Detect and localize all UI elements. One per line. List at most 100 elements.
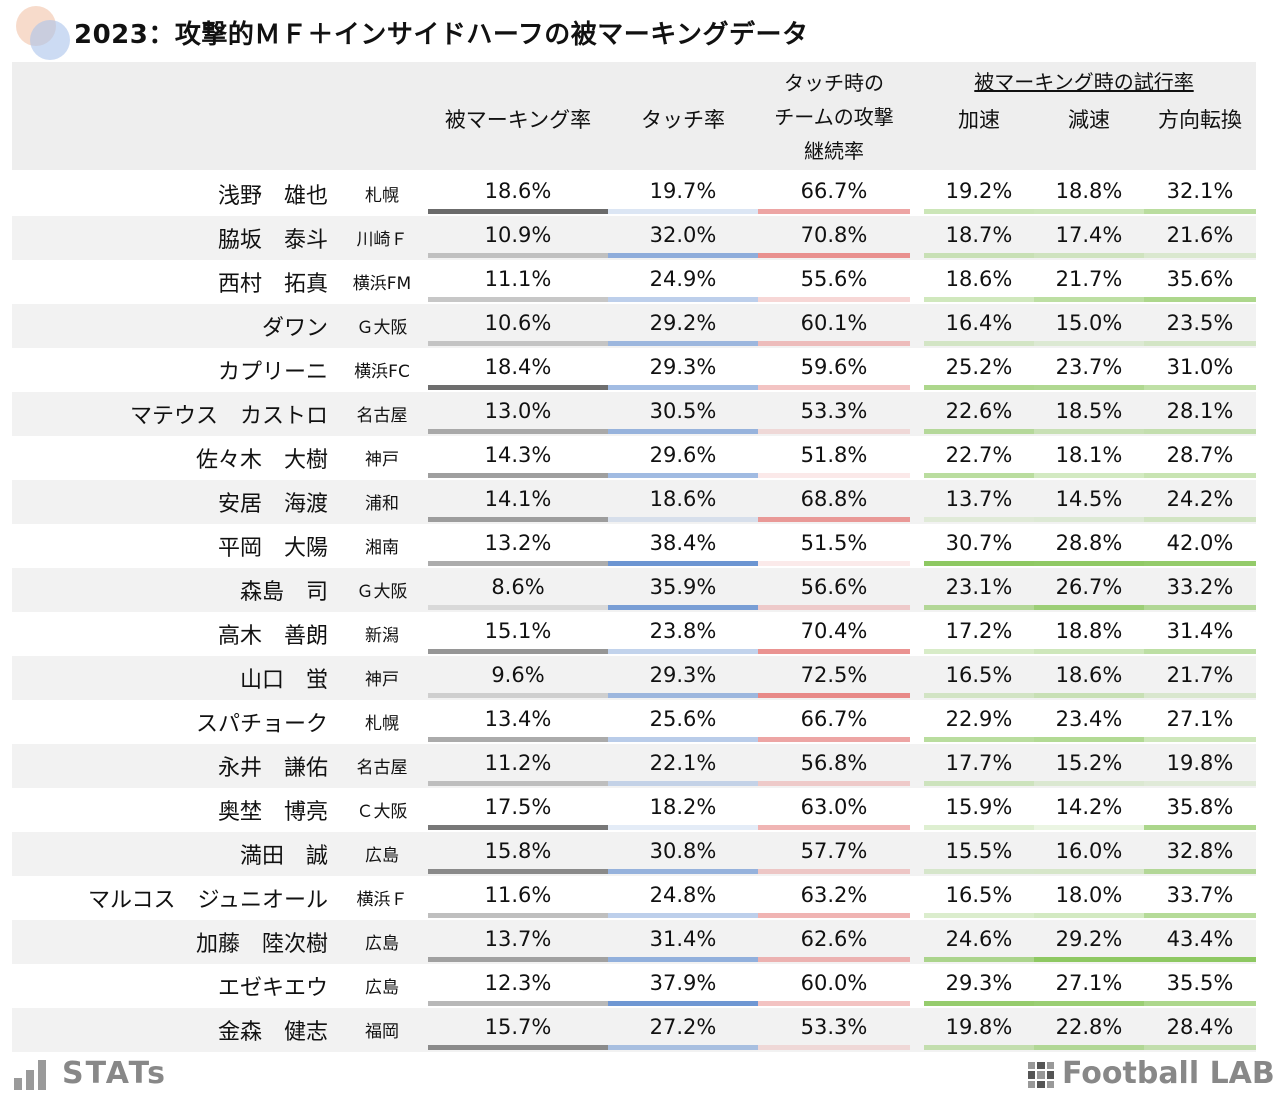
touch-bar <box>608 781 758 786</box>
accel-bar <box>924 1001 1034 1006</box>
table-row: 奥埜 博亮 Ｃ大阪 17.5% 18.2% 63.0% 15.9% 14.2% 35.8% <box>12 788 1256 832</box>
accel-value: 29.3% <box>945 971 1013 995</box>
turn-value: 19.8% <box>1166 751 1234 775</box>
team_attack-value: 66.7% <box>800 707 868 731</box>
player-name: 高木 善朗 <box>217 624 328 649</box>
marked-value: 13.4% <box>484 707 552 731</box>
touch-bar <box>608 385 758 390</box>
decel-bar <box>1034 1001 1144 1006</box>
decel-value: 15.0% <box>1055 311 1123 335</box>
marked-value: 13.7% <box>484 927 552 951</box>
header-turn: 方向転換 <box>1158 108 1242 132</box>
turn-bar <box>1144 693 1256 698</box>
marked-value: 15.7% <box>484 1015 552 1039</box>
accel-bar <box>924 737 1034 742</box>
header-team-attack: タッチ時の チームの攻撃 継続率 <box>758 66 910 168</box>
touch-bar <box>608 869 758 874</box>
team_attack-bar <box>758 561 910 566</box>
table-row: 森島 司 Ｇ大阪 8.6% 35.9% 56.6% 23.1% 26.7% 33.2% <box>12 568 1256 612</box>
turn-bar <box>1144 561 1256 566</box>
team_attack-bar <box>758 781 910 786</box>
marked-value: 9.6% <box>491 663 545 687</box>
touch-bar <box>608 737 758 742</box>
team-name: 神戸 <box>365 450 399 470</box>
team_attack-value: 56.8% <box>800 751 868 775</box>
accel-bar <box>924 605 1034 610</box>
touch-value: 18.6% <box>649 487 717 511</box>
player-name: ダワン <box>261 316 328 341</box>
marked-value: 17.5% <box>484 795 552 819</box>
team_attack-bar <box>758 1001 910 1006</box>
marked-bar <box>428 209 608 214</box>
touch-bar <box>608 253 758 258</box>
football-lab-logo: Football LAB <box>1028 1056 1274 1092</box>
accel-value: 19.2% <box>945 179 1013 203</box>
marked-bar <box>428 957 608 962</box>
decel-bar <box>1034 649 1144 654</box>
decel-bar <box>1034 253 1144 258</box>
team-name: Ｇ大阪 <box>356 318 408 338</box>
marked-value: 10.6% <box>484 311 552 335</box>
touch-bar <box>608 1001 758 1006</box>
team_attack-bar <box>758 737 910 742</box>
touch-bar <box>608 473 758 478</box>
turn-value: 35.5% <box>1166 971 1234 995</box>
touch-value: 27.2% <box>649 1015 717 1039</box>
team-name: 広島 <box>365 846 399 866</box>
marked-bar <box>428 605 608 610</box>
decel-value: 18.6% <box>1055 663 1123 687</box>
table-row: 西村 拓真 横浜FM 11.1% 24.9% 55.6% 18.6% 21.7% 35.6% <box>12 260 1256 304</box>
accel-value: 17.7% <box>945 751 1013 775</box>
marked-value: 12.3% <box>484 971 552 995</box>
decel-value: 28.8% <box>1055 531 1123 555</box>
marked-bar <box>428 297 608 302</box>
touch-bar <box>608 957 758 962</box>
accel-bar <box>924 825 1034 830</box>
table-row: 山口 蛍 神戸 9.6% 29.3% 72.5% 16.5% 18.6% 21.7% <box>12 656 1256 700</box>
turn-bar <box>1144 297 1256 302</box>
team_attack-bar <box>758 429 910 434</box>
team_attack-value: 51.8% <box>800 443 868 467</box>
table-header: 被マーキング率 タッチ率 タッチ時の チームの攻撃 継続率 被マーキング時の試行… <box>12 62 1256 170</box>
accel-value: 22.6% <box>945 399 1013 423</box>
team-name: 名古屋 <box>356 406 408 426</box>
turn-value: 21.7% <box>1166 663 1234 687</box>
player-name: 金森 健志 <box>217 1020 328 1045</box>
page-title: 2023：攻撃的ＭＦ＋インサイドハーフの被マーキングデータ <box>74 20 809 50</box>
marked-value: 13.0% <box>484 399 552 423</box>
team-name: 札幌 <box>365 714 399 734</box>
marked-value: 11.2% <box>484 751 552 775</box>
turn-value: 31.0% <box>1166 355 1234 379</box>
touch-value: 23.8% <box>649 619 717 643</box>
team_attack-value: 70.4% <box>800 619 868 643</box>
player-name: 加藤 陸次樹 <box>195 932 328 957</box>
touch-value: 24.8% <box>649 883 717 907</box>
accel-bar <box>924 253 1034 258</box>
team_attack-bar <box>758 957 910 962</box>
decel-bar <box>1034 693 1144 698</box>
decel-value: 27.1% <box>1055 971 1123 995</box>
turn-bar <box>1144 869 1256 874</box>
team-name: 札幌 <box>365 186 399 206</box>
team_attack-bar <box>758 297 910 302</box>
accel-value: 22.7% <box>945 443 1013 467</box>
football-lab-grid-icon <box>1028 1062 1054 1088</box>
marked-value: 14.3% <box>484 443 552 467</box>
marked-bar <box>428 825 608 830</box>
turn-value: 43.4% <box>1166 927 1234 951</box>
team-name: 広島 <box>365 934 399 954</box>
team-name: 神戸 <box>365 670 399 690</box>
player-name: 満田 誠 <box>239 844 328 869</box>
turn-value: 42.0% <box>1166 531 1234 555</box>
decel-value: 18.5% <box>1055 399 1123 423</box>
marked-bar <box>428 517 608 522</box>
team_attack-value: 55.6% <box>800 267 868 291</box>
marked-value: 15.8% <box>484 839 552 863</box>
team_attack-value: 60.0% <box>800 971 868 995</box>
turn-bar <box>1144 473 1256 478</box>
decel-bar <box>1034 913 1144 918</box>
team_attack-bar <box>758 869 910 874</box>
turn-value: 32.1% <box>1166 179 1234 203</box>
turn-bar <box>1144 1001 1256 1006</box>
touch-value: 19.7% <box>649 179 717 203</box>
